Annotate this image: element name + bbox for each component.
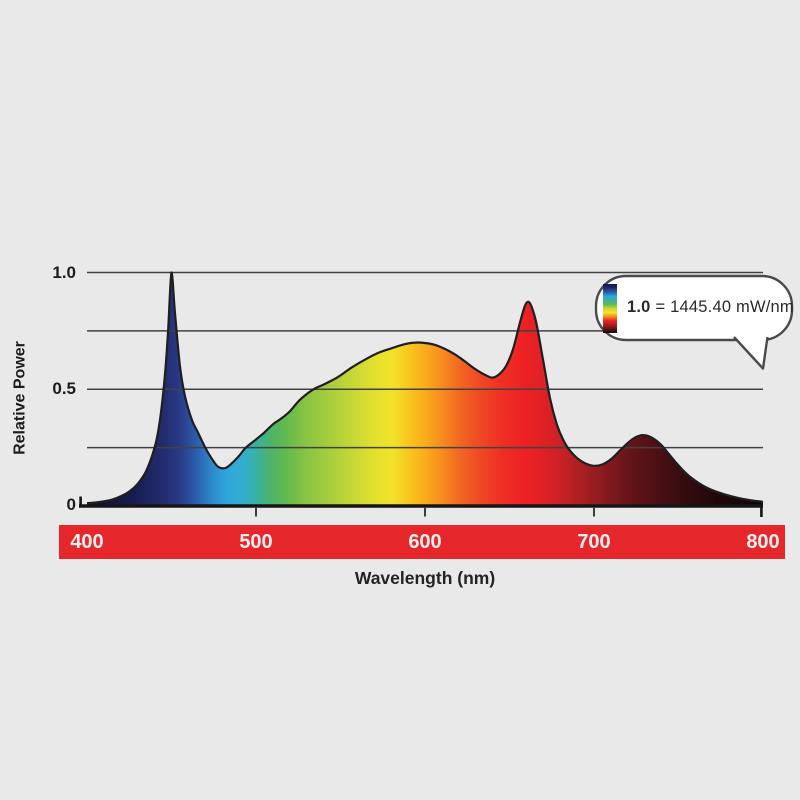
y-tick-label-1.0: 1.0 xyxy=(52,263,76,282)
legend-scale-unit: = 1445.40 mW/nm xyxy=(655,298,794,316)
legend-bubble-tail xyxy=(733,336,769,370)
legend-scale-text: 1.0 = 1445.40 mW/nm xyxy=(627,276,794,339)
y-tick-label-0.5: 0.5 xyxy=(52,379,76,398)
y-axis-title: Relative Power xyxy=(11,341,29,455)
legend-spectrum-bar xyxy=(603,284,617,333)
x-axis-title: Wavelength (nm) xyxy=(354,568,496,588)
y-tick-label-0: 0 xyxy=(66,495,76,514)
x-tick-label-500: 500 xyxy=(239,531,273,553)
x-tick-label-800: 800 xyxy=(746,531,780,553)
legend-bubble xyxy=(594,274,794,342)
x-tick-label-700: 700 xyxy=(577,531,611,553)
legend-scale-value: 1.0 xyxy=(627,298,651,316)
x-axis-band xyxy=(59,525,785,559)
x-tick-label-400: 400 xyxy=(70,531,104,553)
x-tick-label-600: 600 xyxy=(408,531,442,553)
spectrum-curve-outline xyxy=(86,271,764,505)
